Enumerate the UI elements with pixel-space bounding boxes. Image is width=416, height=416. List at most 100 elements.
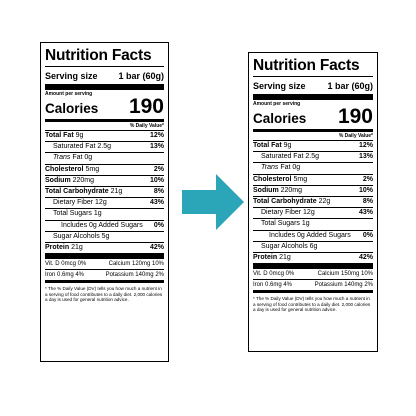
nutrient-label: Total Carbohydrate [45,188,109,196]
nutrient-amount: 220mg [280,186,303,194]
nutrient-label: Dietary Fiber [261,209,302,217]
label-title: Nutrition Facts [45,47,152,64]
nutrient-amount: 21g [279,254,291,262]
nutrient-label: Includes 0g Added Sugars [269,231,351,239]
nutrient-dv: 13% [358,153,373,161]
cholesterol-row: Cholesterol 5mg 2% [253,175,373,185]
nutrient-label: Total Carbohydrate [253,198,317,206]
nutrient-label: Sodium [45,176,71,184]
amount-per-serving: Amount per serving [253,101,301,107]
trans-fat-row: Trans Fat 0g [45,153,164,163]
serving-size-label: Serving size [253,81,306,91]
dietary-fiber-row: Dietary Fiber 12g 43% [45,198,164,208]
nutrient-label: Sugar Alcohols [261,242,308,250]
nutrient-label: Cholesterol [45,165,84,173]
total-fat-row: Total Fat 9g 12% [253,141,373,151]
nutrient-label: Protein [253,254,278,262]
vitamin-row-1: Vit. D 0mcg 0% Calcium 150mg 10% [253,269,373,279]
nutrient-amount: 0g [292,164,301,172]
nutrient-label: Saturated Fat [53,143,96,151]
calories-row: Calories 190 [45,95,164,118]
nutrient-label: Sodium [253,186,279,194]
vitamin-row-2: Iron 0.6mg 4% Potassium 140mg 2% [45,270,164,280]
calories-value: 190 [337,105,373,128]
divider [253,76,373,77]
serving-size-row: Serving size 1 bar (60g) [253,80,373,92]
nutrient-dv: 2% [362,175,373,183]
nutrient-amount: 21g [71,244,83,252]
nutrient-amount: 1g [301,220,310,228]
divider [45,66,164,67]
arrow-right-icon [182,174,244,230]
nutrient-amount: 5mg [85,165,100,173]
potassium: Potassium 140mg 2% [105,272,164,279]
calcium: Calcium 120mg 10% [108,261,164,268]
saturated-fat-row: Saturated Fat 2.5g 13% [253,152,373,162]
nutrient-amount: 9g [75,132,84,139]
calories-row: Calories 190 [253,105,373,128]
nutrient-dv: 43% [149,199,164,207]
iron: Iron 0.6mg 4% [45,272,85,279]
nutrient-label: Total Fat [253,142,282,149]
nutrient-dv: 8% [153,188,164,196]
nutrient-label: Total Sugars [53,210,92,218]
divider-medium [45,119,164,122]
nutrient-dv: 8% [362,198,373,206]
trans-fat-row: Trans Fat 0g [253,163,373,173]
saturated-fat-row: Saturated Fat 2.5g 13% [45,142,164,152]
protein-row: Protein 21g 42% [45,243,164,253]
footnote: * The % Daily Value (DV) tells you how m… [45,286,163,303]
nutrition-label-original: Nutrition Facts Serving size 1 bar (60g)… [40,42,169,362]
sugar-alcohols-row: Sugar Alcohols 6g [253,242,373,252]
nutrient-dv: 10% [149,176,164,184]
nutrient-label-italic: Trans [53,154,71,162]
vitamin-row-1: Vit. D 0mcg 0% Calcium 120mg 10% [45,259,164,269]
nutrient-label: Includes 0g Added Sugars [61,221,143,229]
calories-value: 190 [128,95,164,118]
nutrient-dv: 0% [153,221,164,229]
cholesterol-row: Cholesterol 5mg 2% [45,165,164,175]
nutrient-amount: 220mg [72,176,95,184]
nutrient-label: Protein [45,244,70,252]
nutrient-amount: 22g [318,198,331,206]
daily-value-header: % Daily Value* [338,133,373,139]
nutrient-label: Cholesterol [253,175,292,183]
nutrient-dv: 10% [358,186,373,194]
nutrient-label: Saturated Fat [261,153,304,161]
protein-row: Protein 21g 42% [253,253,373,263]
calories-label: Calories [253,111,307,126]
nutrient-amount: 0g [84,154,93,162]
nutrient-amount: 1g [93,210,102,218]
nutrient-label-italic: Trans [261,164,279,172]
nutrient-dv: 12% [149,132,164,139]
nutrient-dv: 2% [153,165,164,173]
serving-size-value: 1 bar (60g) [118,71,164,81]
nutrition-label-updated: Nutrition Facts Serving size 1 bar (60g)… [248,52,378,352]
potassium: Potassium 140mg 2% [314,282,373,289]
vitamin-d: Vit. D 0mcg 0% [45,261,87,268]
dietary-fiber-row: Dietary Fiber 12g 43% [253,208,373,218]
divider-medium [253,129,373,132]
serving-size-label: Serving size [45,71,98,81]
nutrient-amount: 12g [303,209,315,217]
nutrient-dv: 13% [149,143,164,151]
nutrient-label: Total Fat [45,132,74,139]
total-carbohydrate-row: Total Carbohydrate 21g 8% [45,187,164,197]
divider-heavy [253,94,373,100]
vitamin-row-2: Iron 0.6mg 4% Potassium 140mg 2% [253,280,373,290]
total-carbohydrate-row: Total Carbohydrate 22g 8% [253,197,373,207]
sugar-alcohols-row: Sugar Alcohols 5g [45,232,164,242]
nutrient-amount: 21g [110,188,123,196]
nutrient-amount: 2.5g [97,143,111,151]
nutrient-dv: 42% [358,254,373,262]
nutrient-amount: 6g [309,242,318,250]
nutrient-label: Dietary Fiber [53,199,94,207]
daily-value-header: % Daily Value* [129,123,164,129]
nutrient-amount: 12g [95,199,107,207]
nutrient-amount: 9g [283,142,292,149]
total-sugars-row: Total Sugars 1g [253,219,373,229]
nutrient-label: Fat [72,154,83,162]
nutrient-amount: 5g [101,232,110,240]
iron: Iron 0.6mg 4% [253,282,293,289]
total-sugars-row: Total Sugars 1g [45,209,164,219]
